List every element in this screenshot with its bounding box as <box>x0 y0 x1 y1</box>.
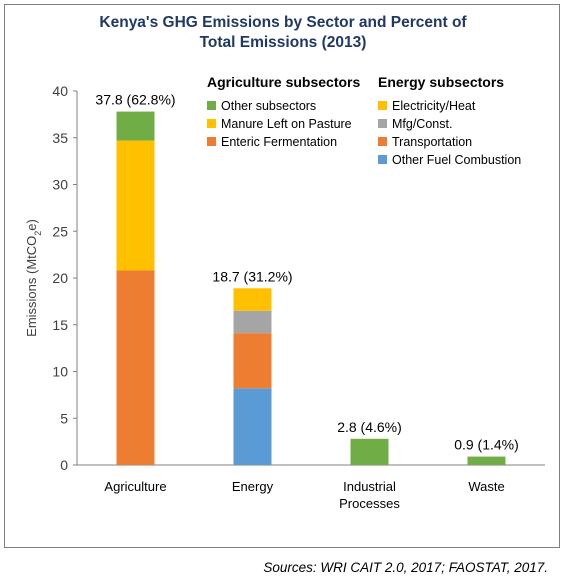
x-category-label: Agriculture <box>104 479 166 494</box>
x-category-label: Energy <box>232 479 274 494</box>
y-tick-label: 30 <box>52 177 68 193</box>
legend-swatch <box>378 101 387 110</box>
legend-item-label: Other subsectors <box>221 99 316 113</box>
bar-segment <box>233 288 272 311</box>
bar-segment <box>350 438 389 465</box>
x-category-label: Processes <box>339 496 400 511</box>
legend-item-label: Transportation <box>392 135 472 149</box>
y-axis-title: Emissions (MtCO2e) <box>24 219 43 337</box>
bar-segment <box>116 270 155 465</box>
y-tick-label: 40 <box>52 83 68 99</box>
y-tick-label: 10 <box>52 364 68 380</box>
legend-swatch <box>378 119 387 128</box>
legend-item-label: Manure Left on Pasture <box>221 117 352 131</box>
x-category-label: Industrial <box>343 479 396 494</box>
y-tick-label: 35 <box>52 130 68 146</box>
chart-title: Kenya's GHG Emissions by Sector and Perc… <box>5 13 561 53</box>
bar-total-label: 37.8 (62.8%) <box>95 92 175 108</box>
chart-frame: Kenya's GHG Emissions by Sector and Perc… <box>4 4 560 548</box>
legend-swatch <box>378 137 387 146</box>
y-tick-label: 5 <box>60 410 68 426</box>
legend-item-label: Mfg/Const. <box>392 117 452 131</box>
bar-segment <box>116 111 155 141</box>
y-tick-label: 25 <box>52 223 68 239</box>
legend-item-label: Electricity/Heat <box>392 99 476 113</box>
legend-swatch <box>207 137 216 146</box>
bar-total-label: 18.7 (31.2%) <box>212 268 292 284</box>
legend-item-label: Enteric Fermentation <box>221 135 337 149</box>
chart-title-line-2: Total Emissions (2013) <box>199 34 367 51</box>
legend-swatch <box>207 101 216 110</box>
bar-segment <box>467 456 506 465</box>
bar-segment <box>233 388 272 465</box>
legend-swatch <box>207 119 216 128</box>
bar-total-label: 2.8 (4.6%) <box>337 419 402 435</box>
bar-segment <box>233 333 272 389</box>
chart-title-line-1: Kenya's GHG Emissions by Sector and Perc… <box>99 14 467 31</box>
legend-heading: Agriculture subsectors <box>207 74 360 90</box>
y-tick-label: 15 <box>52 317 68 333</box>
bar-segment <box>116 140 155 271</box>
bar-total-label: 0.9 (1.4%) <box>454 437 519 453</box>
legend-heading: Energy subsectors <box>378 74 504 90</box>
source-note: Sources: WRI CAIT 2.0, 2017; FAOSTAT, 20… <box>263 560 548 575</box>
legend-swatch <box>378 155 387 164</box>
x-category-label: Waste <box>468 479 504 494</box>
bar-segment <box>233 310 272 334</box>
y-tick-label: 0 <box>60 457 68 473</box>
legend-item-label: Other Fuel Combustion <box>392 153 521 167</box>
y-tick-label: 20 <box>52 270 68 286</box>
